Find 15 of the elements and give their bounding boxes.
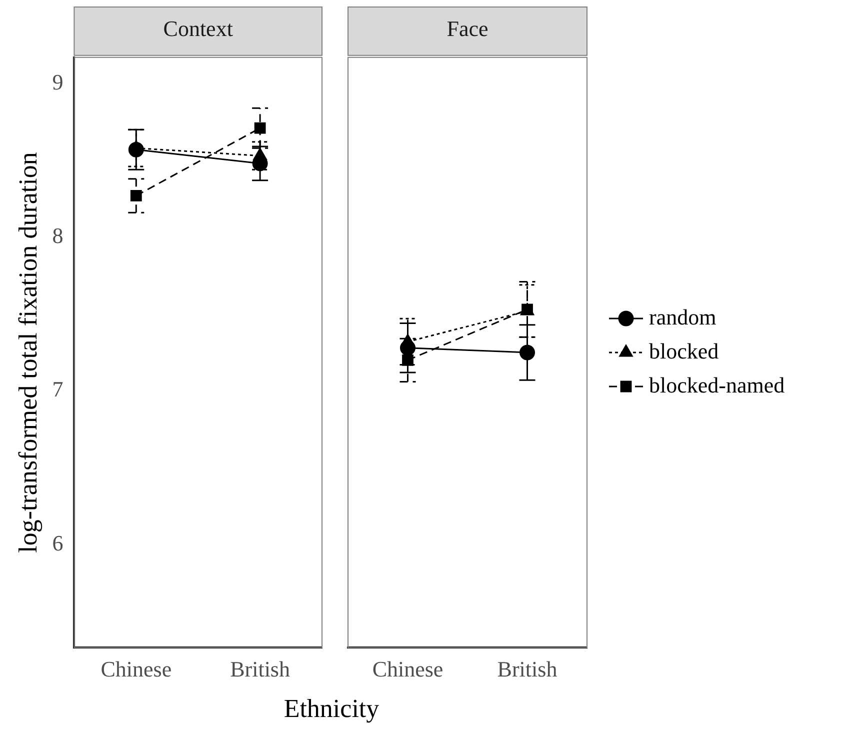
x-tick-label: Chinese [100,656,172,682]
y-tick-label: 6 [52,530,64,556]
chart-title: Face [446,16,488,41]
y-tick-label: 7 [52,376,64,402]
y-axis-title: log-transformed total fixation duration [13,152,42,553]
x-tick-label: Chinese [372,656,444,682]
x-axis-title: Ethnicity [282,694,380,724]
x-tick-label: British [497,656,558,682]
legend-label: random [649,304,716,330]
chart-title: Context [163,16,233,41]
legend-label: blocked-named [649,372,785,398]
x-tick-label: British [230,656,290,682]
legend-label: blocked [649,338,719,364]
y-tick-label: 9 [52,69,64,94]
y-tick-label: 8 [52,223,64,248]
